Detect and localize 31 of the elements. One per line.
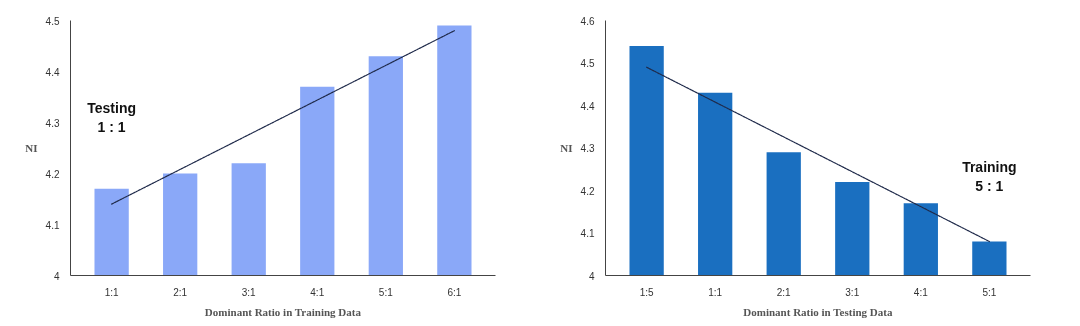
y-tick-label: 4.1	[45, 219, 60, 231]
x-tick-label: 5:1	[378, 286, 394, 298]
y-tick-label: 4.3	[580, 143, 595, 154]
x-tick-label: 5:1	[982, 286, 997, 298]
x-axis-title: Dominant Ratio in Training Data	[204, 305, 362, 318]
y-tick-label: 4.4	[580, 100, 595, 112]
y-tick-label: 4.5	[580, 58, 595, 69]
y-tick-label: 4.2	[45, 168, 60, 180]
y-tick-label: 4.3	[45, 117, 60, 129]
y-tick-label: 4.2	[580, 185, 595, 197]
y-tick-label: 4.1	[580, 228, 595, 239]
y-tick-label: 4	[53, 270, 60, 282]
y-axis-title: NI	[560, 142, 573, 154]
x-tick-label: 1:1	[104, 286, 120, 298]
x-tick-label: 1:1	[708, 286, 723, 298]
annotation: Training 5 : 1	[962, 158, 1017, 194]
y-tick-label: 4.5	[45, 15, 60, 27]
x-axis-title: Dominant Ratio in Testing Data	[743, 305, 893, 318]
y-tick-label: 4.4	[45, 66, 60, 78]
x-tick-label: 2:1	[173, 286, 188, 298]
x-tick-label: 1:5	[639, 286, 655, 298]
x-tick-label: 6:1	[447, 286, 462, 298]
y-tick-label: 4.6	[580, 15, 595, 27]
y-axis-title: NI	[25, 142, 38, 154]
y-tick-label: 4	[588, 270, 595, 282]
x-tick-label: 4:1	[310, 286, 325, 298]
x-tick-label: 3:1	[241, 286, 257, 298]
x-tick-label: 2:1	[776, 286, 792, 298]
annotation: Testing 1 : 1	[87, 100, 137, 136]
x-tick-label: 4:1	[913, 286, 929, 298]
x-tick-label: 3:1	[845, 286, 860, 298]
